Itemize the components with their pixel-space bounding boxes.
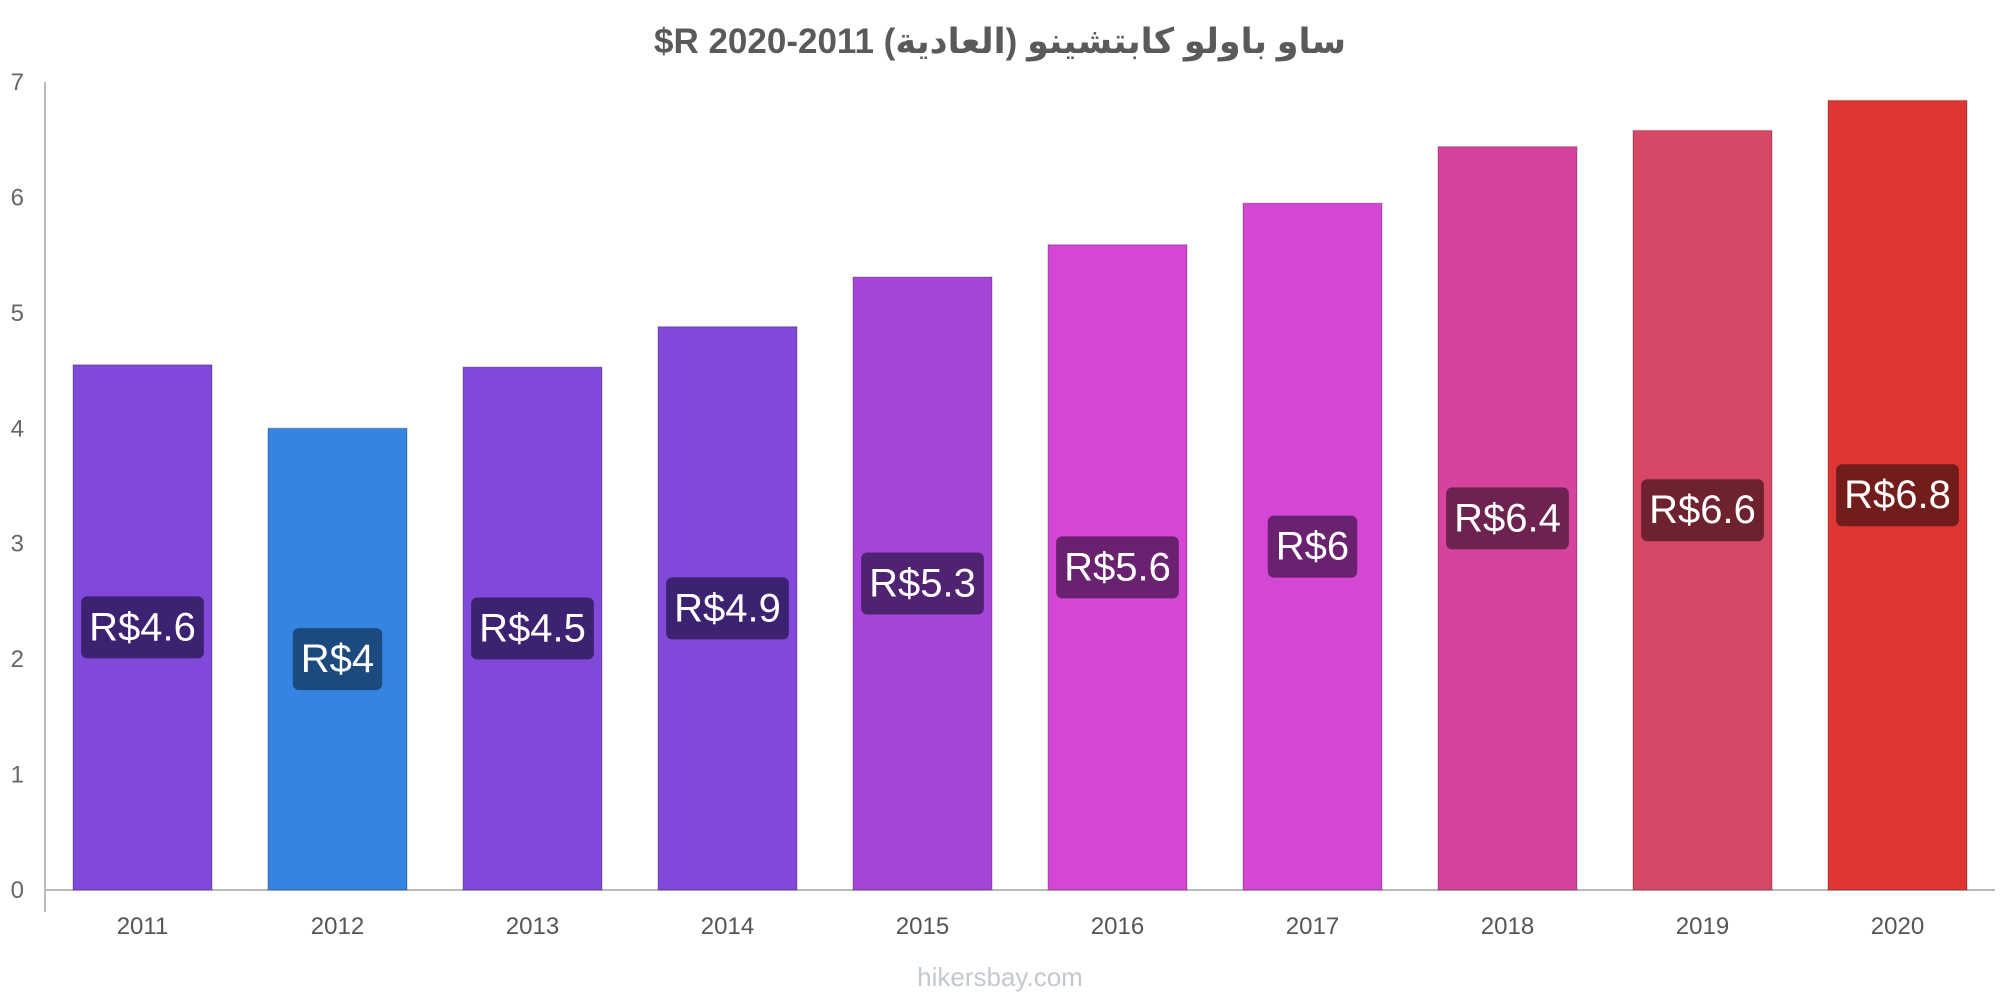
- y-ticks: 0 1 2 3 4 5 6 7: [11, 69, 24, 904]
- value-label: R$5.3: [869, 562, 976, 606]
- y-tick-label: 4: [11, 415, 24, 442]
- y-tick-label: 0: [11, 877, 24, 904]
- x-tick-label: 2016: [1091, 913, 1144, 940]
- x-ticks: 2011 2012 2013 2014 2015 2016 2017 2018 2019 2020: [117, 913, 1925, 940]
- chart-title: ساو باولو كابتشينو (العادية) 2011-2020 R…: [654, 22, 1346, 62]
- x-tick-label: 2014: [701, 913, 754, 940]
- value-label: R$4.9: [674, 586, 781, 630]
- value-label: R$6.8: [1844, 473, 1951, 517]
- source-credit[interactable]: hikersbay.com: [917, 962, 1083, 992]
- value-labels: R$4.6 R$4 R$4.5 R$4.9 R$5.3 R$5.6 R$6 R$6.4 R$6.…: [81, 464, 1959, 691]
- x-tick-label: 2017: [1286, 913, 1339, 940]
- value-label: R$6.6: [1649, 488, 1756, 532]
- value-label-bg: [1641, 479, 1764, 542]
- value-label: R$4.6: [89, 605, 196, 649]
- value-label: R$5.6: [1064, 545, 1171, 589]
- x-tick-label: 2011: [117, 913, 169, 940]
- y-tick-label: 2: [11, 646, 24, 673]
- value-label-bg: [1446, 487, 1569, 550]
- value-label-bg: [1836, 464, 1959, 527]
- value-label-bg: [1267, 515, 1358, 578]
- value-label-bg: [81, 596, 204, 659]
- value-label-bg: [471, 597, 594, 660]
- y-tick-label: 1: [11, 762, 24, 789]
- y-tick-label: 5: [11, 300, 24, 327]
- x-tick-label: 2019: [1676, 913, 1729, 940]
- x-tick-label: 2012: [311, 913, 364, 940]
- value-label-bg: [666, 577, 789, 640]
- value-label-bg: [861, 552, 984, 615]
- y-tick-label: 7: [11, 69, 24, 96]
- value-label: R$6.4: [1454, 496, 1561, 540]
- x-tick-label: 2018: [1481, 913, 1534, 940]
- value-label-bg: [1056, 536, 1179, 599]
- value-label-bg: [292, 628, 383, 691]
- x-tick-label: 2013: [506, 913, 559, 940]
- y-tick-label: 6: [11, 184, 24, 211]
- x-tick-label: 2020: [1871, 913, 1924, 940]
- value-label: R$6: [1276, 525, 1349, 569]
- value-label: R$4: [301, 637, 374, 681]
- value-label: R$4.5: [479, 607, 586, 651]
- x-tick-label: 2015: [896, 913, 949, 940]
- y-tick-label: 3: [11, 531, 24, 558]
